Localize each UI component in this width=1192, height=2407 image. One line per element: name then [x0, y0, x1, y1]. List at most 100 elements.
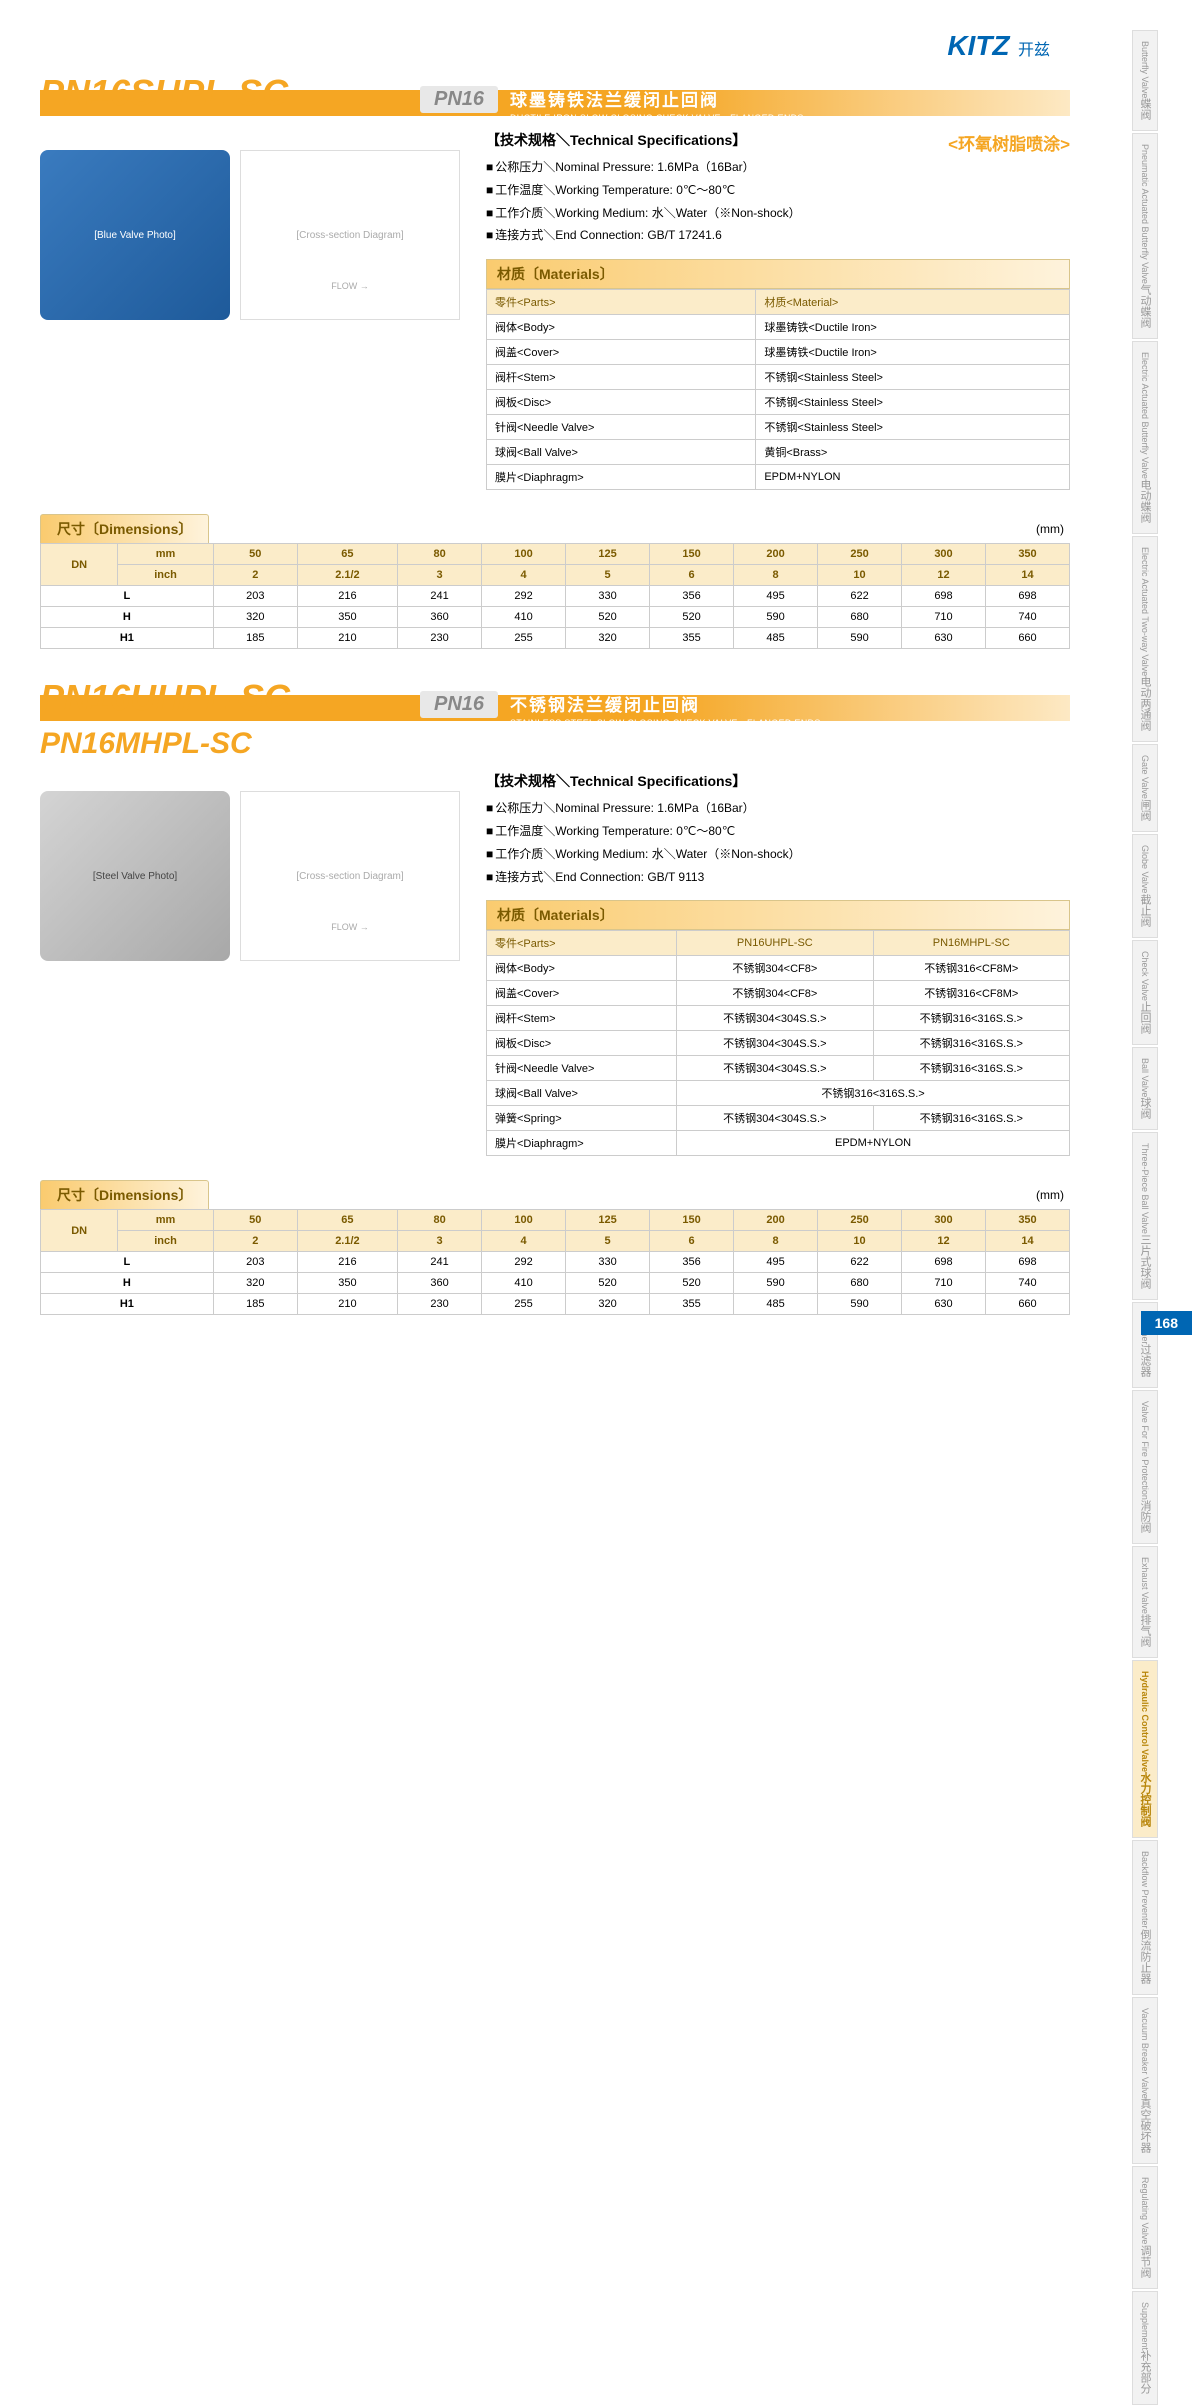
dim-cell: 210: [297, 628, 397, 649]
dim-cell: 680: [818, 1273, 902, 1294]
dim-cell: 660: [985, 628, 1069, 649]
mat-cell: 针阀<Needle Valve>: [487, 1056, 677, 1081]
product1-diagram: [Cross-section Diagram]: [240, 150, 460, 320]
product1-banner: PN16SHPL-SC PN16 球墨铸铁法兰缓闭止回阀 DUCTILE IRO…: [40, 72, 1070, 118]
mat-cell: 针阀<Needle Valve>: [487, 415, 756, 440]
product2-sub-model: PN16MHPL-SC: [40, 727, 1070, 761]
dim-cell: 320: [213, 607, 297, 628]
page-number: 168: [1141, 1311, 1192, 1335]
side-tab[interactable]: Electric Actuated Two-way Valve 电动两通阀: [1132, 536, 1158, 742]
dim-cell: 622: [818, 1252, 902, 1273]
dim-cell: 241: [398, 1252, 482, 1273]
mat-cell: EPDM+NYLON: [756, 465, 1070, 490]
side-tab[interactable]: Pneumatic Actuated Butterfly Valve 气动蝶阀: [1132, 133, 1158, 339]
dim-cell: 241: [398, 586, 482, 607]
dim-cell: 590: [818, 1294, 902, 1315]
mat-cell: 膜片<Diaphragm>: [487, 465, 756, 490]
mat-cell: 不锈钢304<304S.S.>: [677, 1006, 873, 1031]
side-tab[interactable]: Regulating Valve 调节阀: [1132, 2166, 1158, 2288]
side-tab[interactable]: Vacuum Breaker Valve 真空破坏器: [1132, 1997, 1158, 2165]
dim-cell: 10: [818, 565, 902, 586]
side-tab[interactable]: Supplement 补充部分: [1132, 2291, 1158, 2405]
dim-header-2: 尺寸〔Dimensions〕: [40, 1180, 209, 1209]
spec-line: 公称压力＼Nominal Pressure: 1.6MPa（16Bar）: [486, 156, 1070, 179]
mat-cell: 弹簧<Spring>: [487, 1106, 677, 1131]
dim-row-label: H: [41, 1273, 214, 1294]
dim-row-label: H1: [41, 1294, 214, 1315]
dim-cell: 14: [985, 1231, 1069, 1252]
side-tab[interactable]: Check Valve 止回阀: [1132, 940, 1158, 1045]
dim-cell: 6: [650, 565, 734, 586]
mat-col-header: PN16MHPL-SC: [873, 931, 1069, 956]
spec-line: 工作温度＼Working Temperature: 0℃～80℃: [486, 179, 1070, 202]
product2-title-en: STAINLESS STEEL SLOW CLOSING CHECK VALVE…: [510, 716, 821, 729]
dim-cell: 622: [818, 586, 902, 607]
product2-spec-list: 公称压力＼Nominal Pressure: 1.6MPa（16Bar）工作温度…: [486, 797, 1070, 888]
dim-cell: 125: [566, 1210, 650, 1231]
dim-cell: 216: [297, 1252, 397, 1273]
dim-cell: 12: [902, 1231, 986, 1252]
dim-cell: 50: [213, 544, 297, 565]
coating-label: <环氧树脂喷涂>: [948, 130, 1070, 155]
tab-en: Ball Valve: [1140, 1058, 1150, 1097]
dim-cell: 2: [213, 1231, 297, 1252]
product2-spec-header: 【技术规格＼Technical Specifications】: [486, 771, 1070, 791]
product2-photo: [Steel Valve Photo]: [40, 791, 230, 961]
tab-cn: 闸阀: [1137, 799, 1153, 821]
dim-unit-label: inch: [118, 1231, 213, 1252]
dim-cell: 698: [902, 1252, 986, 1273]
dim-cell: 350: [297, 607, 397, 628]
dim-cell: 10: [818, 1231, 902, 1252]
mat-cell: 阀盖<Cover>: [487, 981, 677, 1006]
side-tab[interactable]: Hydraulic Control Valve 水力控制阀: [1132, 1660, 1158, 1838]
tab-en: Check Valve: [1140, 951, 1150, 1001]
dim-cell: 410: [482, 607, 566, 628]
dim-cell: 292: [482, 1252, 566, 1273]
dim-cell: 125: [566, 544, 650, 565]
dim-cell: 5: [566, 1231, 650, 1252]
brand-logo: KITZ 开兹: [40, 30, 1070, 62]
dim-cell: 100: [482, 1210, 566, 1231]
dim-cell: 230: [398, 1294, 482, 1315]
product1-dimensions: 尺寸〔Dimensions〕 (mm) DNmm5065801001251502…: [40, 514, 1070, 649]
side-tab[interactable]: Exhaust Valve 排气阀: [1132, 1546, 1158, 1658]
dim-cell: 2.1/2: [297, 565, 397, 586]
side-tab[interactable]: Ball Valve 球阀: [1132, 1047, 1158, 1130]
side-tab[interactable]: Gate Valve 闸阀: [1132, 744, 1158, 832]
side-tab[interactable]: Backflow Preventer 倒流防止器: [1132, 1840, 1158, 1995]
side-tab[interactable]: Butterfly Valve 蝶阀: [1132, 30, 1158, 131]
tab-cn: 真空破坏器: [1137, 2098, 1153, 2153]
dim-dn-label: DN: [41, 1210, 118, 1252]
dim-cell: 710: [902, 607, 986, 628]
dim-cell: 250: [818, 1210, 902, 1231]
dim-cell: 255: [482, 1294, 566, 1315]
dim-cell: 660: [985, 1294, 1069, 1315]
dim-cell: 200: [734, 544, 818, 565]
dim-cell: 255: [482, 628, 566, 649]
tab-en: Exhaust Valve: [1140, 1557, 1150, 1614]
dim-cell: 3: [398, 565, 482, 586]
product1-spec-header: 【技术规格＼Technical Specifications】 <环氧树脂喷涂>: [486, 130, 1070, 150]
mat-cell: 不锈钢316<316S.S.>: [873, 1106, 1069, 1131]
mat-cell: 不锈钢<Stainless Steel>: [756, 390, 1070, 415]
dim-cell: 356: [650, 1252, 734, 1273]
dim-cell: 8: [734, 565, 818, 586]
tab-cn: 电动两通阀: [1137, 676, 1153, 731]
side-tab[interactable]: Globe Valve 截止阀: [1132, 834, 1158, 937]
dim-cell: 320: [566, 1294, 650, 1315]
dim-cell: 3: [398, 1231, 482, 1252]
dim-cell: 495: [734, 1252, 818, 1273]
mat-cell: 不锈钢304<304S.S.>: [677, 1106, 873, 1131]
dim-cell: 520: [650, 607, 734, 628]
side-tab[interactable]: Electric Actuated Butterfly Valve 电动蝶阀: [1132, 341, 1158, 534]
dim-cell: 410: [482, 1273, 566, 1294]
product2-title-cn: 不锈钢法兰缓闭止回阀: [510, 691, 821, 716]
mat-cell: 球墨铸铁<Ductile Iron>: [756, 340, 1070, 365]
side-tabs: Butterfly Valve 蝶阀Pneumatic Actuated But…: [1132, 30, 1192, 2407]
dim-cell: 520: [650, 1273, 734, 1294]
side-tab[interactable]: Three-Piece Ball Valve 三片式球阀: [1132, 1132, 1158, 1300]
product1-materials-table: 零件<Parts>材质<Material>阀体<Body>球墨铸铁<Ductil…: [486, 289, 1070, 490]
dim-cell: 360: [398, 607, 482, 628]
side-tab[interactable]: Valve For Fire Protection 消防阀: [1132, 1390, 1158, 1544]
tab-en: Butterfly Valve: [1140, 41, 1150, 98]
